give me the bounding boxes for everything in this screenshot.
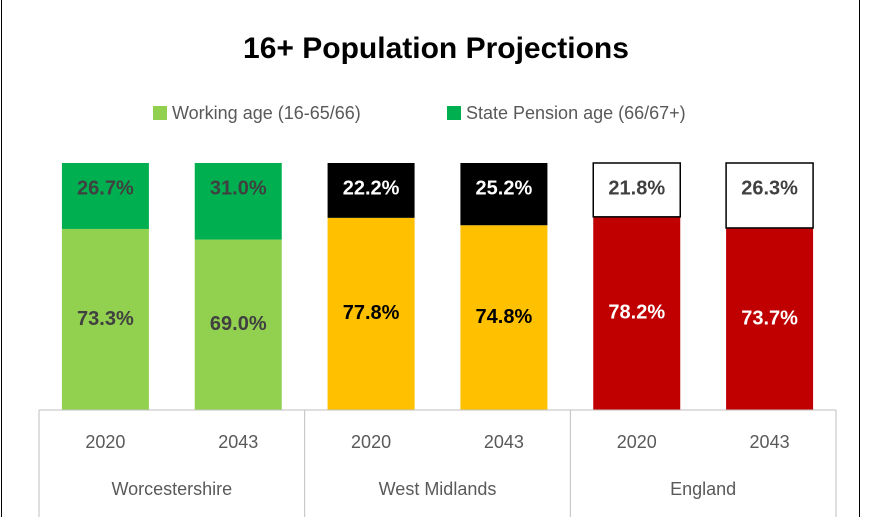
- bar-segment: [592, 162, 681, 218]
- group-label: England: [670, 479, 736, 499]
- bar-segment: [726, 227, 814, 410]
- data-label: 69.0%: [210, 313, 267, 335]
- data-label: 25.2%: [476, 177, 533, 199]
- data-label: 21.8%: [608, 177, 665, 199]
- bar-segment: [460, 225, 548, 410]
- x-tick-label: 2020: [351, 432, 391, 452]
- legend-swatch: [447, 106, 461, 120]
- data-label: 74.8%: [476, 306, 533, 328]
- x-tick-label: 2043: [484, 432, 524, 452]
- legend-swatch: [153, 106, 167, 120]
- bar-segment: [61, 163, 149, 229]
- bar-segment: [460, 163, 548, 226]
- bar-segment: [593, 216, 681, 410]
- x-tick-label: 2020: [85, 432, 125, 452]
- data-label: 22.2%: [343, 177, 400, 199]
- x-tick-label: 2043: [750, 432, 790, 452]
- data-label: 73.3%: [77, 308, 134, 330]
- data-label: 77.8%: [343, 302, 400, 324]
- group-label: Worcestershire: [111, 479, 232, 499]
- bar-segment: [61, 228, 149, 410]
- bar-segment: [725, 162, 814, 229]
- data-label: 78.2%: [608, 302, 665, 324]
- chart-title: 16+ Population Projections: [243, 32, 629, 65]
- legend-label: Working age (16-65/66): [172, 103, 361, 123]
- bar-segment: [327, 217, 415, 410]
- data-label: 26.3%: [741, 177, 798, 199]
- data-label: 73.7%: [741, 307, 798, 329]
- x-tick-label: 2020: [617, 432, 657, 452]
- legend-label: State Pension age (66/67+): [466, 103, 686, 123]
- x-tick-label: 2043: [218, 432, 258, 452]
- bar-segment: [194, 239, 282, 410]
- bar-segment: [327, 163, 415, 218]
- group-label: West Midlands: [379, 479, 497, 499]
- data-label: 26.7%: [77, 177, 134, 199]
- data-label: 31.0%: [210, 177, 267, 199]
- bar-segment: [194, 163, 282, 240]
